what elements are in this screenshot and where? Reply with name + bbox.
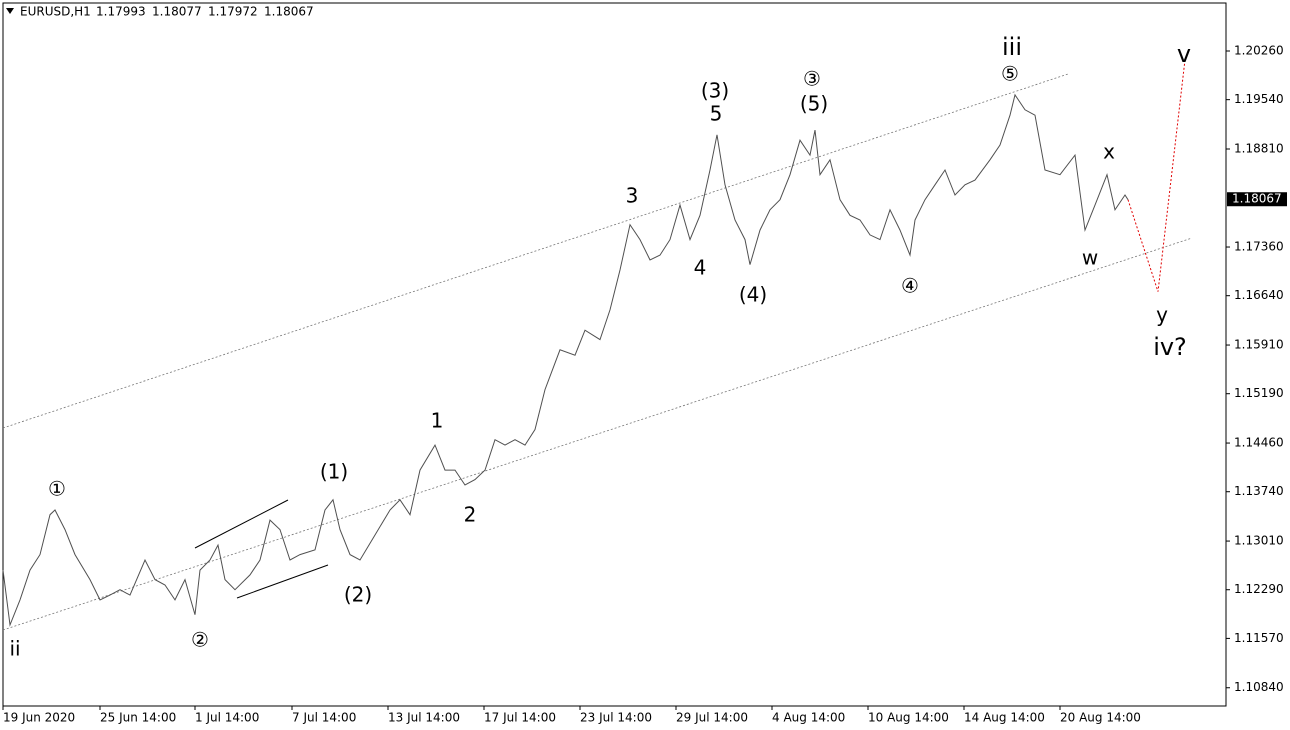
y-tick-label: 1.16640 — [1234, 288, 1284, 302]
wave-label: v — [1177, 40, 1191, 68]
x-tick-label: 19 Jun 2020 — [3, 711, 75, 725]
menu-arrow — [6, 8, 14, 14]
price-line — [1127, 59, 1186, 292]
x-tick-label: 10 Aug 14:00 — [868, 711, 949, 725]
wave-label: ③ — [803, 67, 821, 91]
wave-label: y — [1156, 303, 1168, 327]
y-tick-label: 1.18810 — [1234, 142, 1284, 156]
wave-label: 1 — [431, 409, 444, 433]
wave-label: 5 — [710, 102, 723, 126]
wave-label: (3) — [701, 79, 729, 103]
x-tick-label: 13 Jul 14:00 — [388, 711, 460, 725]
wave-label: (2) — [344, 583, 372, 607]
y-tick-label: 1.15910 — [1234, 338, 1284, 352]
wedge-upper — [194, 499, 289, 549]
y-tick-label: 1.20260 — [1234, 43, 1284, 57]
wave-label: iii — [1002, 33, 1022, 61]
plot-frame — [2, 2, 1227, 707]
y-tick-label: 1.19540 — [1234, 92, 1284, 106]
wave-label: iv? — [1153, 333, 1187, 361]
price-marker — [1227, 192, 1287, 207]
wave-label: 4 — [694, 256, 707, 280]
wave-label: ② — [191, 628, 209, 652]
wave-label: w — [1082, 246, 1098, 270]
x-tick-label: 23 Jul 14:00 — [580, 711, 652, 725]
wave-label: ④ — [901, 274, 919, 298]
price-line — [2, 93, 1129, 627]
wedge — [194, 499, 329, 599]
x-tick-label: 14 Aug 14:00 — [964, 711, 1045, 725]
wave-label: x — [1103, 140, 1115, 164]
y-tick-label: 1.17360 — [1234, 240, 1284, 254]
wave-label: (1) — [320, 460, 348, 484]
y-tick-label: 1.12290 — [1234, 582, 1284, 596]
low: 1.17972 — [208, 5, 258, 19]
x-tick-label: 7 Jul 14:00 — [292, 711, 356, 725]
open: 1.17993 — [96, 5, 146, 19]
x-tick-label: 29 Jul 14:00 — [676, 711, 748, 725]
y-tick-label: 1.15190 — [1234, 386, 1284, 400]
high: 1.18077 — [152, 5, 202, 19]
y-tick-label: 1.13740 — [1234, 484, 1284, 498]
wave-label: ⑤ — [1001, 62, 1019, 86]
wave-label: 3 — [626, 184, 639, 208]
y-tick-label: 1.11570 — [1234, 631, 1284, 645]
channel-upper — [2, 73, 1069, 429]
x-tick-label: 25 Jun 14:00 — [100, 711, 176, 725]
price-marker-label: 1.18067 — [1232, 192, 1282, 206]
wave-labels: ii ① ② (1) (2) 1 2 3 4 (3) 5 (4) ③ (5) ④… — [9, 33, 1191, 661]
x-tick-label: 4 Aug 14:00 — [772, 711, 845, 725]
wave-label: 2 — [464, 503, 477, 527]
channel — [2, 73, 1193, 631]
symbol: EURUSD,H1 — [20, 5, 91, 19]
x-tick-label: 20 Aug 14:00 — [1060, 711, 1141, 725]
y-tick-label: 1.14460 — [1234, 436, 1284, 450]
x-tick-label: 17 Jul 14:00 — [484, 711, 556, 725]
y-tick-label: 1.13010 — [1234, 534, 1284, 548]
close: 1.18067 — [264, 5, 314, 19]
wave-label: ① — [48, 477, 66, 501]
wave-label: (5) — [800, 92, 828, 116]
wave-label: ii — [9, 637, 20, 661]
wedge-lower — [236, 564, 329, 599]
y-tick-label: 1.10840 — [1234, 680, 1284, 694]
channel-lower — [2, 237, 1193, 631]
x-tick-label: 1 Jul 14:00 — [195, 711, 259, 725]
wave-label: (4) — [739, 283, 767, 307]
